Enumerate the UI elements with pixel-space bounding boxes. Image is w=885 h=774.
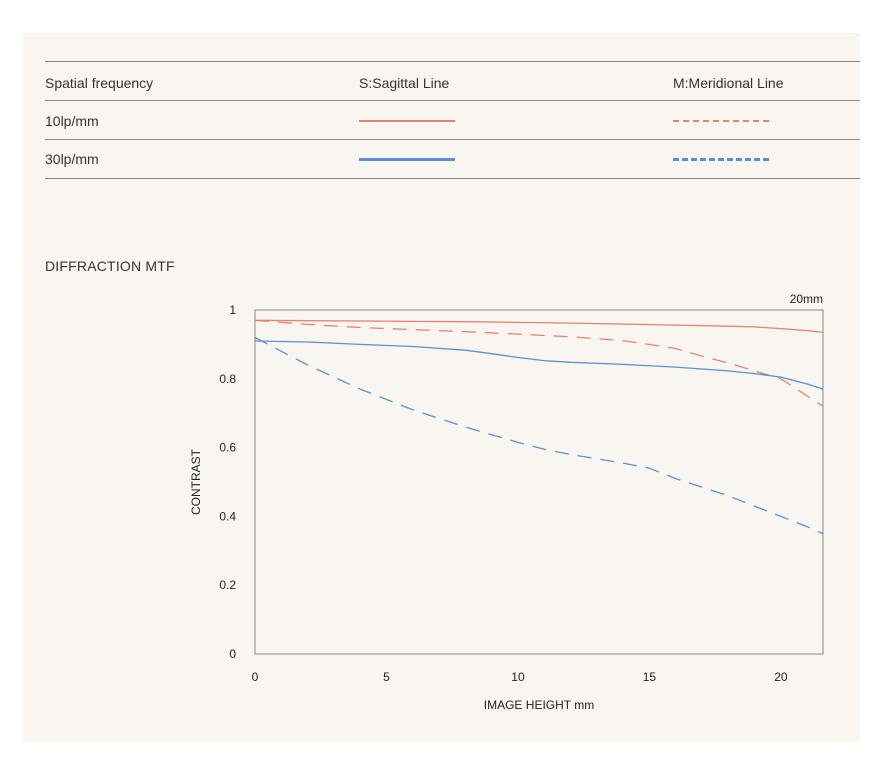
y-tick-label: 0 bbox=[229, 647, 236, 661]
series-line-1 bbox=[254, 319, 824, 334]
swatch-30lp-meridional bbox=[673, 158, 769, 161]
y-axis-title: CONTRAST bbox=[189, 448, 203, 515]
y-tick-label: 1 bbox=[229, 303, 236, 317]
row-label-10lp: 10lp/mm bbox=[45, 113, 99, 129]
plot-background bbox=[255, 310, 823, 654]
x-tick-label: 5 bbox=[383, 670, 390, 684]
tick-labels: 0 5 10 15 20 0 0.2 0.4 0.6 0.8 1 bbox=[219, 303, 788, 684]
table-rule bbox=[45, 100, 860, 101]
y-tick-label: 0.6 bbox=[219, 441, 236, 455]
plot-border bbox=[254, 309, 824, 655]
row-label-30lp: 30lp/mm bbox=[45, 151, 99, 167]
series-line-2 bbox=[254, 319, 824, 407]
table-rule-top bbox=[45, 61, 860, 62]
series-layer bbox=[254, 319, 824, 535]
swatch-10lp-sagittal bbox=[359, 120, 455, 122]
series-line-4 bbox=[254, 336, 824, 535]
x-tick-label: 0 bbox=[252, 670, 259, 684]
y-tick-label: 0.8 bbox=[219, 372, 236, 386]
series-line-3 bbox=[254, 340, 824, 390]
x-tick-label: 10 bbox=[511, 670, 525, 684]
x-tick-label: 20 bbox=[774, 670, 788, 684]
y-tick-label: 0.2 bbox=[219, 578, 236, 592]
header-meridional: M:Meridional Line bbox=[673, 75, 784, 91]
table-rule-bottom bbox=[45, 178, 860, 179]
y-tick-label: 0.4 bbox=[219, 509, 236, 523]
swatch-30lp-sagittal bbox=[359, 158, 455, 161]
header-spatial-frequency: Spatial frequency bbox=[45, 75, 154, 91]
x-tick-label: 15 bbox=[643, 670, 657, 684]
table-rule bbox=[45, 139, 860, 140]
corner-label: 20mm bbox=[790, 292, 823, 306]
plot-frame bbox=[254, 309, 824, 655]
header-sagittal: S:Sagittal Line bbox=[359, 75, 450, 91]
swatch-10lp-meridional bbox=[673, 120, 769, 122]
section-title: DIFFRACTION MTF bbox=[45, 258, 175, 274]
x-axis-title: IMAGE HEIGHT mm bbox=[484, 698, 594, 712]
